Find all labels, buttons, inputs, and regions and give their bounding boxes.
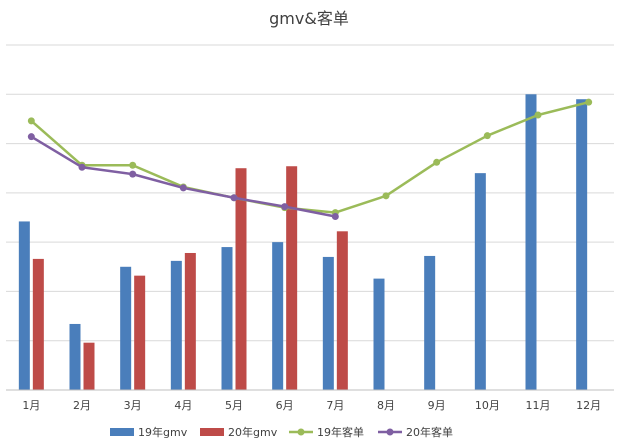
point-19年客单-9月 xyxy=(433,158,441,166)
x-tick-label: 5月 xyxy=(225,399,243,412)
point-20年客单-7月 xyxy=(331,213,339,221)
x-axis: 1月 2月 3月 4月 5月 6月 7月 8月 9月 10月 11月 12月 xyxy=(6,389,614,412)
point-20年客单-1月 xyxy=(27,133,35,141)
bar-19年gmv-1月 xyxy=(18,221,30,390)
point-19年客单-10月 xyxy=(483,132,491,140)
bar-20年gmv-5月 xyxy=(235,168,247,390)
point-19年客单-11月 xyxy=(534,111,542,119)
legend-label: 19年客单 xyxy=(317,425,364,439)
x-tick-label: 4月 xyxy=(174,399,192,412)
x-tick-label: 11月 xyxy=(526,399,551,412)
x-tick-label: 9月 xyxy=(428,399,446,412)
line-layer xyxy=(27,98,593,221)
legend-marker-20年客单 xyxy=(386,428,394,436)
legend-marker-19年客单 xyxy=(297,428,305,436)
point-20年客单-6月 xyxy=(281,203,289,211)
x-tick-label: 3月 xyxy=(124,399,142,412)
bar-19年gmv-11月 xyxy=(525,94,537,391)
legend: 19年gmv 20年gmv 19年客单 20年客单 xyxy=(110,425,453,439)
bar-19年gmv-3月 xyxy=(120,266,132,390)
point-19年客单-8月 xyxy=(382,192,390,200)
x-tick-label: 1月 xyxy=(22,399,40,412)
point-20年客单-5月 xyxy=(230,194,238,202)
bar-19年gmv-10月 xyxy=(474,173,486,390)
bar-20年gmv-2月 xyxy=(83,342,95,390)
x-tick-label: 10月 xyxy=(475,399,500,412)
legend-swatch-20年gmv xyxy=(200,428,224,436)
bar-19年gmv-4月 xyxy=(170,260,182,390)
bar-19年gmv-6月 xyxy=(272,242,284,390)
point-20年客单-3月 xyxy=(129,170,137,178)
x-tick-label: 6月 xyxy=(276,399,294,412)
bar-layer xyxy=(18,94,588,391)
point-19年客单-1月 xyxy=(27,117,35,125)
point-20年客单-4月 xyxy=(179,184,187,192)
legend-label: 19年gmv xyxy=(138,425,188,439)
bar-19年gmv-5月 xyxy=(221,247,233,390)
bar-19年gmv-2月 xyxy=(69,323,81,390)
bar-20年gmv-7月 xyxy=(336,231,348,390)
bar-20年gmv-4月 xyxy=(184,252,196,390)
x-tick-label: 7月 xyxy=(326,399,344,412)
bar-19年gmv-8月 xyxy=(373,278,385,390)
point-20年客单-2月 xyxy=(78,163,86,171)
x-tick-label: 2月 xyxy=(73,399,91,412)
point-19年客单-3月 xyxy=(129,161,137,169)
legend-label: 20年客单 xyxy=(406,425,453,439)
bar-19年gmv-9月 xyxy=(424,255,436,390)
bar-20年gmv-3月 xyxy=(134,275,146,390)
point-19年客单-12月 xyxy=(585,98,593,106)
bar-19年gmv-7月 xyxy=(322,256,334,390)
bar-20年gmv-1月 xyxy=(32,258,44,390)
bar-20年gmv-6月 xyxy=(286,166,298,390)
x-tick-label: 12月 xyxy=(576,399,601,412)
chart-title: gmv&客单 xyxy=(269,9,349,28)
legend-label: 20年gmv xyxy=(228,425,278,439)
gridlines xyxy=(6,44,614,342)
bar-19年gmv-12月 xyxy=(576,99,588,390)
legend-swatch-19年gmv xyxy=(110,428,134,436)
line-19年客单 xyxy=(30,100,589,214)
x-tick-label: 8月 xyxy=(377,399,395,412)
